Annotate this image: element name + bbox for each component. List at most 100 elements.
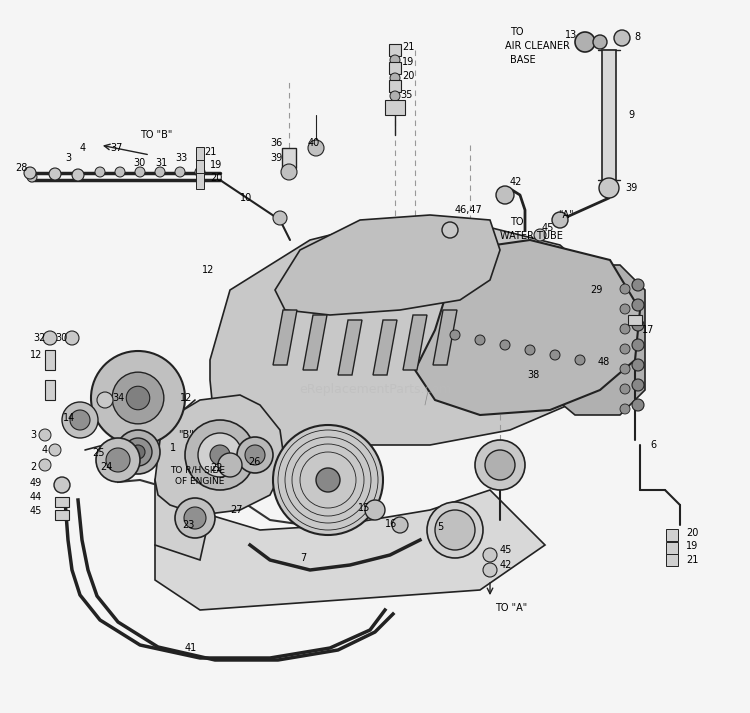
Polygon shape: [415, 240, 640, 415]
Circle shape: [620, 344, 630, 354]
Bar: [196, 173, 204, 189]
Circle shape: [632, 319, 644, 331]
Text: 48: 48: [598, 357, 610, 367]
Polygon shape: [433, 310, 457, 365]
Text: 4: 4: [80, 143, 86, 153]
Text: 17: 17: [642, 325, 654, 335]
Circle shape: [50, 170, 60, 180]
Circle shape: [131, 445, 145, 459]
Text: 5: 5: [437, 522, 443, 532]
Text: 7: 7: [300, 553, 306, 563]
Circle shape: [534, 229, 546, 241]
Circle shape: [392, 517, 408, 533]
Text: 19: 19: [210, 160, 222, 170]
Text: 34: 34: [112, 393, 125, 403]
Text: 20: 20: [210, 173, 222, 183]
Circle shape: [218, 453, 242, 477]
Text: 4: 4: [42, 445, 48, 455]
Circle shape: [620, 304, 630, 314]
Circle shape: [620, 284, 630, 294]
Circle shape: [620, 364, 630, 374]
Circle shape: [49, 168, 61, 180]
Bar: [55, 510, 69, 520]
Bar: [196, 147, 204, 163]
Text: 19: 19: [686, 541, 698, 551]
Circle shape: [49, 444, 61, 456]
Circle shape: [485, 450, 515, 480]
Text: 44: 44: [30, 492, 42, 502]
Text: 12: 12: [180, 393, 192, 403]
Text: 21: 21: [402, 42, 414, 52]
Text: 12: 12: [202, 265, 214, 275]
Polygon shape: [373, 320, 397, 375]
Circle shape: [106, 448, 130, 472]
Text: 42: 42: [500, 560, 512, 570]
Circle shape: [442, 222, 458, 238]
Text: 16: 16: [385, 519, 398, 529]
Circle shape: [435, 510, 475, 550]
Circle shape: [632, 379, 644, 391]
Text: 8: 8: [634, 32, 640, 42]
Polygon shape: [155, 490, 545, 610]
Circle shape: [198, 433, 242, 477]
Polygon shape: [403, 315, 427, 370]
Text: 24: 24: [100, 462, 112, 472]
Circle shape: [450, 330, 460, 340]
Text: 35: 35: [400, 90, 412, 100]
Text: TO: TO: [510, 217, 524, 227]
Circle shape: [575, 32, 595, 52]
Circle shape: [550, 350, 560, 360]
Circle shape: [575, 355, 585, 365]
Polygon shape: [545, 265, 645, 415]
Circle shape: [91, 351, 185, 445]
Text: 14: 14: [63, 413, 75, 423]
Circle shape: [632, 339, 644, 351]
Circle shape: [43, 331, 57, 345]
Text: BASE: BASE: [510, 55, 536, 65]
Circle shape: [281, 164, 297, 180]
Text: 21: 21: [204, 147, 216, 157]
Circle shape: [390, 73, 400, 83]
Circle shape: [316, 468, 340, 492]
Circle shape: [614, 30, 630, 46]
Circle shape: [95, 167, 105, 177]
Text: 31: 31: [155, 158, 167, 168]
Circle shape: [24, 167, 36, 179]
Circle shape: [593, 35, 607, 49]
Text: 41: 41: [185, 643, 197, 653]
Bar: [282, 148, 296, 168]
Text: 30: 30: [55, 333, 68, 343]
Circle shape: [483, 563, 497, 577]
Circle shape: [116, 430, 160, 474]
Text: 10: 10: [240, 193, 252, 203]
Polygon shape: [155, 395, 285, 515]
Polygon shape: [155, 415, 260, 560]
Text: 39: 39: [270, 153, 282, 163]
Circle shape: [475, 440, 525, 490]
Text: TO: TO: [510, 27, 524, 37]
Text: 3: 3: [65, 153, 71, 163]
Text: 27: 27: [230, 505, 242, 515]
Circle shape: [62, 402, 98, 438]
Circle shape: [185, 420, 255, 490]
Bar: [666, 554, 678, 566]
Bar: [389, 62, 401, 74]
Circle shape: [65, 331, 79, 345]
Circle shape: [483, 548, 497, 562]
Text: 39: 39: [625, 183, 638, 193]
Circle shape: [175, 498, 215, 538]
Text: 15: 15: [358, 503, 370, 513]
Circle shape: [39, 429, 51, 441]
Circle shape: [112, 372, 164, 424]
Text: 32: 32: [33, 333, 45, 343]
Text: 45: 45: [542, 223, 554, 233]
Circle shape: [73, 170, 83, 180]
Circle shape: [245, 445, 265, 465]
Text: 1: 1: [170, 443, 176, 453]
Text: 42: 42: [510, 177, 522, 187]
Text: 46,47: 46,47: [455, 205, 483, 215]
Bar: [196, 160, 204, 176]
Bar: [666, 529, 678, 541]
Circle shape: [620, 324, 630, 334]
Text: TO "B": TO "B": [140, 130, 172, 140]
